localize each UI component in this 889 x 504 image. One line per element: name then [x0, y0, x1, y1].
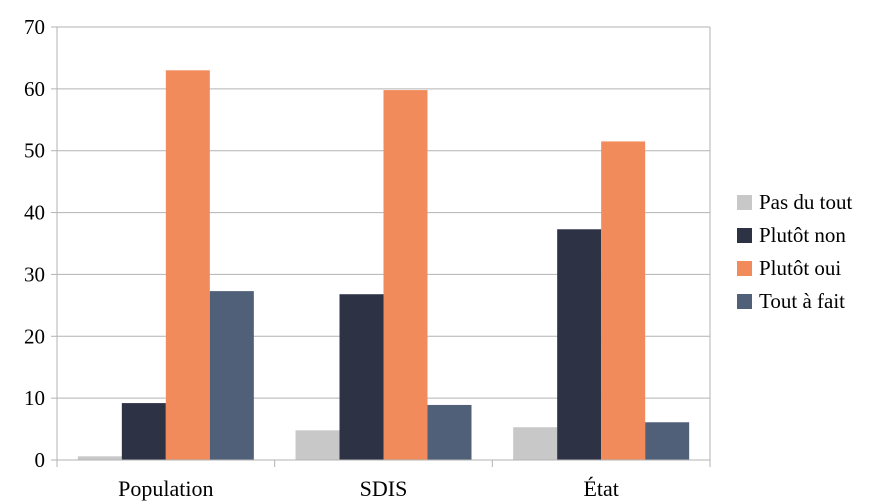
y-tick-label: 0: [35, 448, 46, 472]
y-tick-label: 30: [24, 262, 45, 286]
y-tick-label: 70: [24, 15, 45, 39]
legend-label-plutot-oui: Plutôt oui: [759, 256, 841, 280]
legend-swatch-pas-du-tout: [737, 195, 752, 210]
y-tick-label: 20: [24, 324, 45, 348]
x-axis-category-labels: Population SDIS État: [118, 476, 619, 501]
y-tick-label: 50: [24, 139, 45, 163]
bar-etat-plutot-oui: [601, 141, 646, 460]
y-tick-label: 60: [24, 77, 45, 101]
x-category-label-etat: État: [583, 476, 618, 501]
axes: [51, 26, 711, 467]
bars: [77, 70, 690, 461]
legend-label-pas-du-tout: Pas du tout: [759, 190, 853, 214]
legend: Pas du tout Plutôt non Plutôt oui Tout à fa…: [737, 190, 853, 313]
y-axis-tick-labels: 0 10 20 30 40 50 60 70: [24, 15, 45, 472]
legend-swatch-plutot-oui: [737, 261, 752, 276]
bar-sdis-plutot-oui: [383, 90, 428, 460]
y-tick-label: 10: [24, 386, 45, 410]
legend-label-plutot-non: Plutôt non: [759, 223, 846, 247]
bar-population-tout-a-fait: [209, 291, 254, 460]
legend-swatch-tout-a-fait: [737, 294, 752, 309]
bar-etat-tout-a-fait: [645, 422, 690, 460]
y-tick-label: 40: [24, 201, 45, 225]
x-category-label-population: Population: [118, 476, 213, 501]
legend-label-tout-a-fait: Tout à fait: [759, 289, 845, 313]
bar-etat-pas-du-tout: [513, 427, 558, 460]
legend-swatch-plutot-non: [737, 228, 752, 243]
bar-sdis-tout-a-fait: [427, 404, 472, 460]
bar-population-plutot-non: [121, 403, 166, 460]
bar-population-plutot-oui: [165, 70, 210, 461]
bar-sdis-plutot-non: [339, 294, 384, 460]
bar-etat-plutot-non: [557, 229, 602, 460]
x-category-label-sdis: SDIS: [360, 476, 408, 501]
bar-sdis-pas-du-tout: [295, 430, 340, 460]
bar-population-pas-du-tout: [77, 456, 122, 460]
